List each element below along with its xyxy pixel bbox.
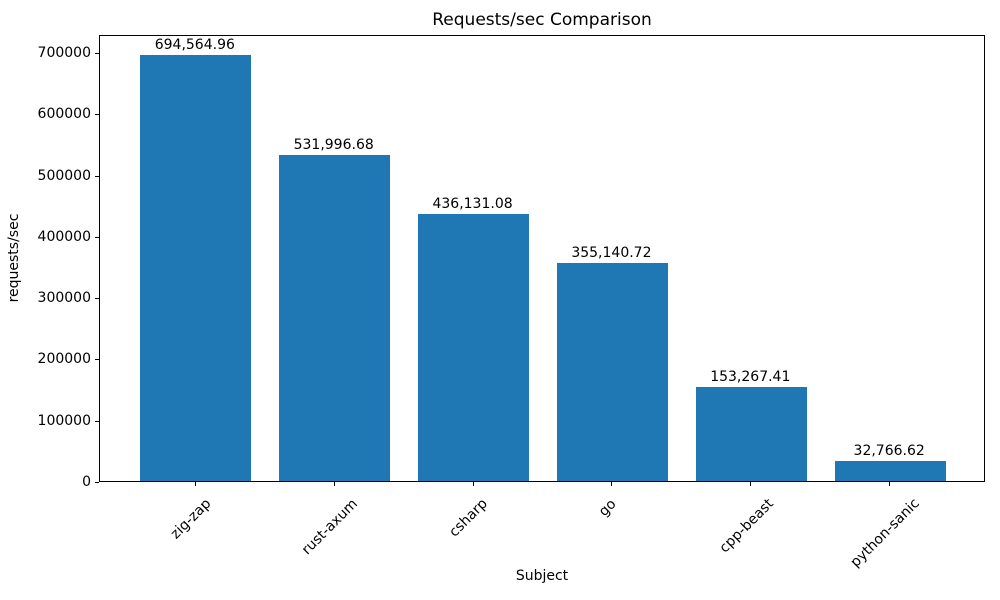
x-axis-label: Subject [515, 568, 569, 584]
bar-value-label: 694,564.96 [154, 37, 235, 54]
chart-title: Requests/sec Comparison [432, 10, 652, 30]
bar-rust-axum [279, 154, 391, 481]
bar-value-label: 32,766.62 [853, 442, 925, 459]
y-axis-tick [95, 175, 99, 177]
bar-value-label: 436,131.08 [432, 195, 513, 212]
y-tick-label: 0 [82, 474, 91, 490]
x-tick-label-go: go [595, 495, 620, 520]
x-tick-label-rust-axum: rust-axum [298, 496, 361, 559]
x-tick-label-python-sanic: python-sanic [847, 495, 923, 572]
x-axis-tick [750, 482, 752, 486]
x-tick-label-csharp: csharp [446, 495, 491, 541]
y-tick-label: 500000 [37, 167, 91, 184]
bar-cpp-beast [695, 387, 807, 481]
y-axis-label: requests/sec [6, 213, 22, 303]
y-tick-label: 700000 [37, 44, 91, 61]
y-tick-label: 200000 [37, 351, 91, 368]
x-axis-tick [472, 482, 474, 486]
bar-zig-zap [140, 55, 252, 481]
x-axis-tick [889, 482, 891, 486]
y-axis-tick [95, 114, 99, 116]
bar-value-label: 531,996.68 [293, 136, 374, 153]
y-tick-label: 100000 [37, 412, 91, 429]
bar-value-label: 355,140.72 [571, 245, 652, 262]
bar-value-label: 153,267.41 [710, 369, 791, 386]
y-axis-tick [95, 298, 99, 300]
y-axis-tick [95, 420, 99, 422]
y-tick-label: 400000 [37, 228, 91, 245]
plot-area [99, 35, 985, 482]
y-tick-label: 600000 [37, 106, 91, 123]
bar-go [556, 263, 668, 481]
bar-csharp [418, 213, 530, 481]
x-axis-tick [194, 482, 196, 486]
y-axis-tick [95, 482, 99, 483]
x-axis-tick [333, 482, 335, 486]
bar-python-sanic [834, 460, 946, 481]
x-axis-tick [611, 482, 613, 486]
y-axis-tick [95, 236, 99, 238]
x-tick-label-zig-zap: zig-zap [167, 495, 215, 543]
x-tick-label-cpp-beast: cpp-beast [716, 495, 777, 557]
y-tick-label: 300000 [37, 290, 91, 307]
y-axis-tick [95, 359, 99, 361]
y-axis-tick [95, 52, 99, 54]
